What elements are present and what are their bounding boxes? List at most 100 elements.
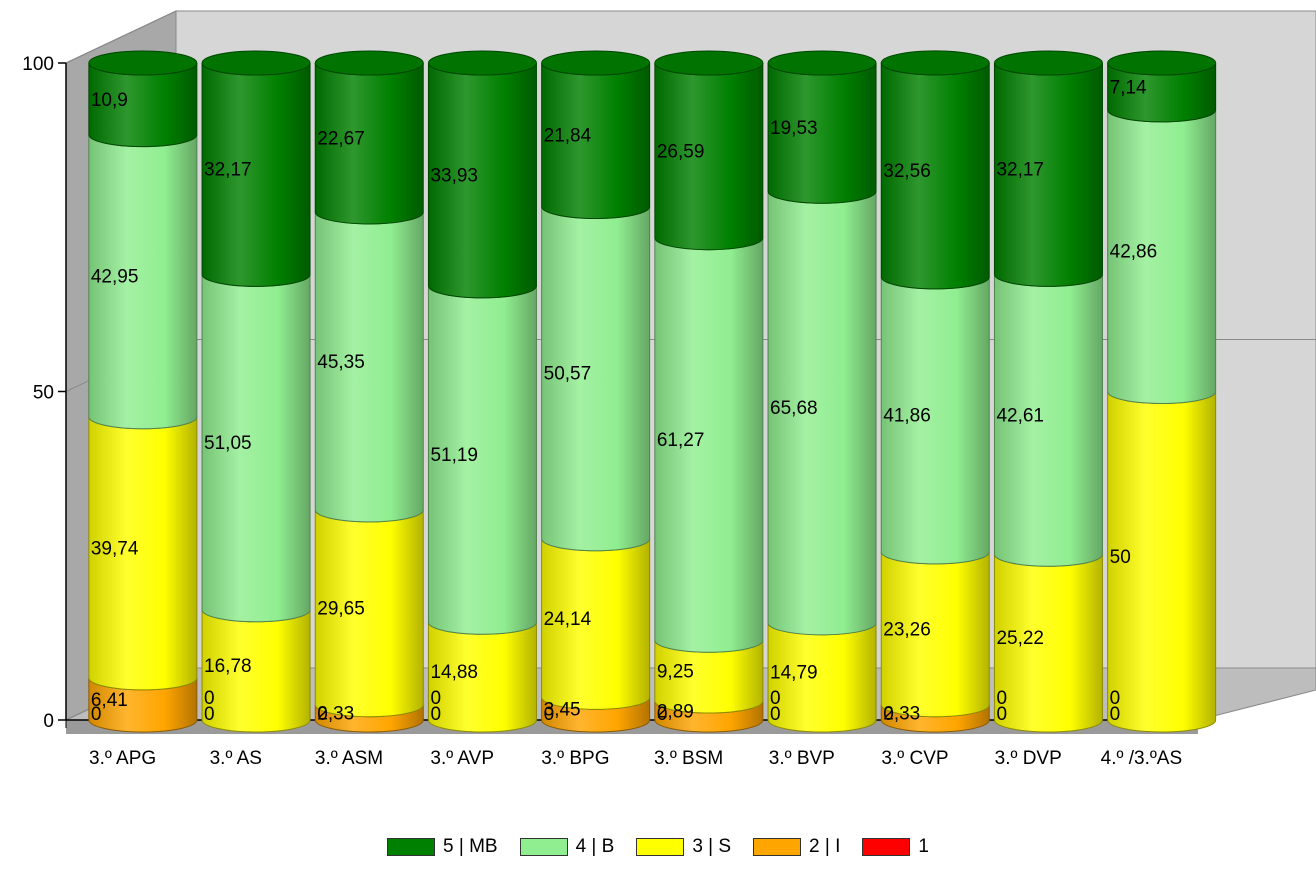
data-label: 2,33	[883, 703, 920, 724]
data-label: 10,9	[91, 90, 128, 111]
legend-item: 4 | B	[519, 836, 615, 858]
bar-cap	[88, 50, 198, 76]
data-label: 7,14	[1110, 77, 1147, 98]
legend-label: 3 | S	[692, 836, 732, 857]
x-tick-label: 3.º BVP	[769, 748, 835, 769]
bars	[88, 50, 1217, 733]
value-labels: 06,4139,7442,9510,90016,7851,0532,1702,3…	[91, 77, 1157, 725]
legend-swatch	[636, 838, 685, 856]
data-label: 0	[1110, 688, 1121, 709]
data-label: 0	[204, 688, 215, 709]
x-tick-label: 3.º BPG	[541, 748, 609, 769]
data-label: 2,33	[317, 703, 354, 724]
data-label: 0	[544, 704, 555, 725]
data-label: 33,93	[430, 165, 478, 186]
bar-cap	[541, 50, 651, 76]
legend: 5 | MB 4 | B 3 | S 2 | I 1	[0, 836, 1316, 858]
gridline	[65, 10, 1316, 64]
data-label: 42,95	[91, 267, 139, 288]
x-tick-label: 3.º APG	[89, 748, 156, 769]
data-label: 0	[1110, 704, 1121, 725]
x-tick-label: 3.º ASM	[315, 748, 383, 769]
data-label: 32,56	[883, 161, 931, 182]
data-label: 42,61	[996, 405, 1044, 426]
data-label: 2,89	[657, 702, 694, 723]
data-label: 65,68	[770, 398, 818, 419]
data-label: 23,26	[883, 619, 931, 640]
bar-cap	[767, 50, 877, 76]
legend-label: 1	[918, 836, 929, 857]
legend-item: 5 | MB	[387, 836, 498, 858]
bar-stack	[314, 50, 424, 733]
data-label: 0	[770, 704, 781, 725]
bar-cap	[880, 50, 990, 76]
y-tick-label: 100	[22, 54, 54, 75]
x-tick-label: 3.º CVP	[881, 748, 948, 769]
legend-item: 2 | I	[753, 836, 840, 858]
bar-stack	[993, 50, 1103, 733]
x-tick-label: 3.º BSM	[654, 748, 723, 769]
data-label: 14,79	[770, 662, 818, 683]
legend-swatch	[753, 838, 802, 856]
data-label: 0	[430, 704, 441, 725]
data-label: 50	[1110, 547, 1131, 568]
y-tick-label: 50	[33, 383, 54, 404]
data-label: 16,78	[204, 656, 252, 677]
data-label: 3,45	[544, 700, 581, 721]
x-tick-label: 4.º /3.ºAS	[1101, 748, 1182, 769]
data-label: 24,14	[544, 609, 592, 630]
bar-cap	[1107, 50, 1217, 76]
bar-cap	[314, 50, 424, 76]
bar-stack	[427, 50, 537, 733]
data-label: 42,86	[1110, 242, 1158, 263]
legend-swatch	[387, 838, 436, 856]
data-label: 25,22	[996, 628, 1044, 649]
legend-swatch	[519, 838, 568, 856]
data-label: 32,17	[996, 160, 1044, 181]
data-label: 50,57	[544, 364, 592, 385]
data-label: 14,88	[430, 662, 478, 683]
data-label: 45,35	[317, 352, 365, 373]
data-label: 0	[770, 688, 781, 709]
legend-swatch	[862, 838, 911, 856]
bar-stack	[88, 50, 198, 733]
data-label: 29,65	[317, 598, 365, 619]
data-label: 51,05	[204, 433, 252, 454]
x-tick-label: 3.º DVP	[995, 748, 1062, 769]
x-tick-label: 3.º AVP	[430, 748, 494, 769]
data-label: 0	[883, 704, 894, 725]
data-label: 22,67	[317, 128, 365, 149]
data-label: 0	[657, 704, 668, 725]
data-label: 0	[91, 704, 102, 725]
bar-cap	[201, 50, 311, 76]
legend-item: 1	[862, 836, 929, 858]
data-label: 0	[430, 688, 441, 709]
bar-stack	[1107, 50, 1217, 733]
data-label: 6,41	[91, 690, 128, 711]
x-tick-label: 3.º AS	[210, 748, 262, 769]
data-label: 21,84	[544, 126, 592, 147]
bar-cap	[993, 50, 1103, 76]
bar-stack	[767, 50, 877, 733]
bar-cap	[654, 50, 764, 76]
data-label: 0	[996, 688, 1007, 709]
legend-item: 3 | S	[636, 836, 731, 858]
bar-stack	[654, 50, 764, 733]
bar-stack	[541, 50, 651, 733]
legend-label: 4 | B	[575, 836, 615, 857]
data-label: 19,53	[770, 118, 818, 139]
data-label: 26,59	[657, 141, 705, 162]
bar-stack	[201, 50, 311, 733]
data-label: 9,25	[657, 662, 694, 683]
data-label: 0	[204, 704, 215, 725]
data-label: 41,86	[883, 405, 931, 426]
bar-cap	[427, 50, 537, 76]
data-label: 61,27	[657, 430, 705, 451]
data-label: 51,19	[430, 445, 478, 466]
data-label: 39,74	[91, 538, 139, 559]
data-label: 32,17	[204, 160, 252, 181]
legend-label: 2 | I	[809, 836, 841, 857]
bar-stack	[880, 50, 990, 733]
